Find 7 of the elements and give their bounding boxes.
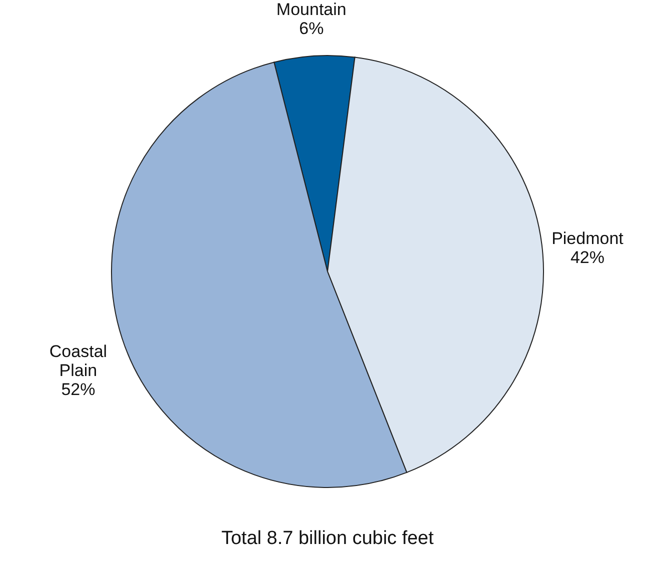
text: Total 8.7 billion cubic feet — [221, 528, 434, 549]
data-label: 52% — [61, 380, 96, 400]
data-label: 42% — [570, 248, 604, 268]
slice-label: Piedmont — [552, 229, 624, 248]
slice-label: Coastal Plain — [49, 342, 108, 380]
data-label: 6% — [299, 18, 324, 38]
slice-label: Mountain — [276, 0, 346, 19]
